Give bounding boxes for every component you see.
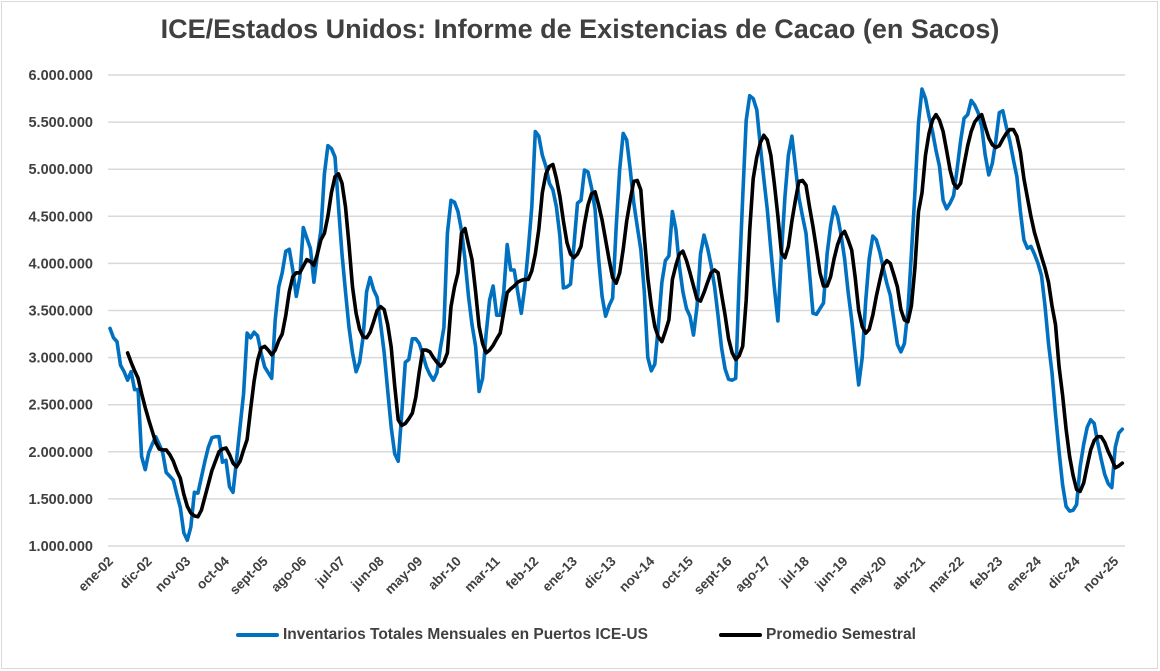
x-tick-label: mar-22 [925, 554, 967, 596]
gridlines [108, 74, 1125, 547]
y-axis-tick-labels: 1.000.000 1.500.000 2.000.000 2.500.000 3.00… [28, 68, 93, 555]
x-tick-label: jun-19 [811, 554, 850, 593]
x-tick-label: abr-10 [425, 554, 464, 593]
x-tick-label: feb-12 [503, 554, 542, 593]
x-tick-label: may-09 [382, 554, 426, 598]
legend-label: Inventarios Totales Mensuales en Puertos… [283, 626, 648, 643]
x-tick-label: dic-02 [117, 554, 155, 592]
x-tick-label: sept-05 [227, 553, 271, 597]
y-tick-label: 3.000.000 [28, 351, 93, 367]
x-tick-label: dic-13 [581, 553, 620, 592]
x-tick-label: jul-18 [776, 553, 813, 590]
x-tick-label: nov-25 [1080, 553, 1122, 595]
legend-item-promedio: Promedio Semestral [719, 626, 916, 644]
x-tick-label: nov-14 [616, 553, 658, 595]
x-tick-label: ago-17 [732, 554, 773, 595]
series-lines [108, 87, 1125, 543]
x-tick-label: abr-21 [889, 553, 929, 593]
x-tick-label: ago-06 [268, 553, 310, 595]
y-tick-label: 4.500.000 [28, 209, 93, 225]
x-tick-label: sept-16 [691, 553, 735, 597]
x-tick-label: ene-24 [1003, 553, 1044, 594]
x-tick-label: nov-03 [152, 553, 194, 595]
legend-item-inventarios: Inventarios Totales Mensuales en Puertos… [236, 626, 648, 644]
x-tick-label: mar-11 [461, 553, 503, 595]
legend-swatch-black-line [719, 633, 762, 637]
y-tick-label: 4.000.000 [28, 256, 93, 272]
series-line-inventarios [108, 87, 1125, 543]
y-tick-label: 1.000.000 [28, 539, 93, 555]
x-tick-label: may-20 [846, 554, 890, 598]
x-tick-label: dic-24 [1045, 553, 1084, 592]
legend: Inventarios Totales Mensuales en Puertos… [0, 626, 1160, 650]
x-tick-label: ene-13 [539, 553, 580, 594]
x-tick-label: ene-02 [75, 554, 116, 595]
series-line-promedio-semestral [125, 112, 1125, 519]
legend-swatch-blue-line [236, 633, 279, 637]
y-tick-label: 2.000.000 [28, 445, 93, 461]
x-tick-label: feb-23 [967, 553, 1006, 592]
chart-title: ICE/Estados Unidos: Informe de Existenci… [160, 14, 1000, 44]
x-tick-label: jul-07 [312, 554, 348, 590]
y-tick-label: 3.500.000 [28, 304, 93, 320]
y-tick-label: 2.500.000 [28, 398, 93, 414]
y-tick-label: 1.500.000 [28, 492, 93, 508]
y-tick-label: 6.000.000 [28, 68, 93, 84]
legend-label: Promedio Semestral [766, 626, 916, 643]
y-tick-label: 5.500.000 [28, 115, 93, 131]
y-tick-label: 5.000.000 [28, 162, 93, 178]
